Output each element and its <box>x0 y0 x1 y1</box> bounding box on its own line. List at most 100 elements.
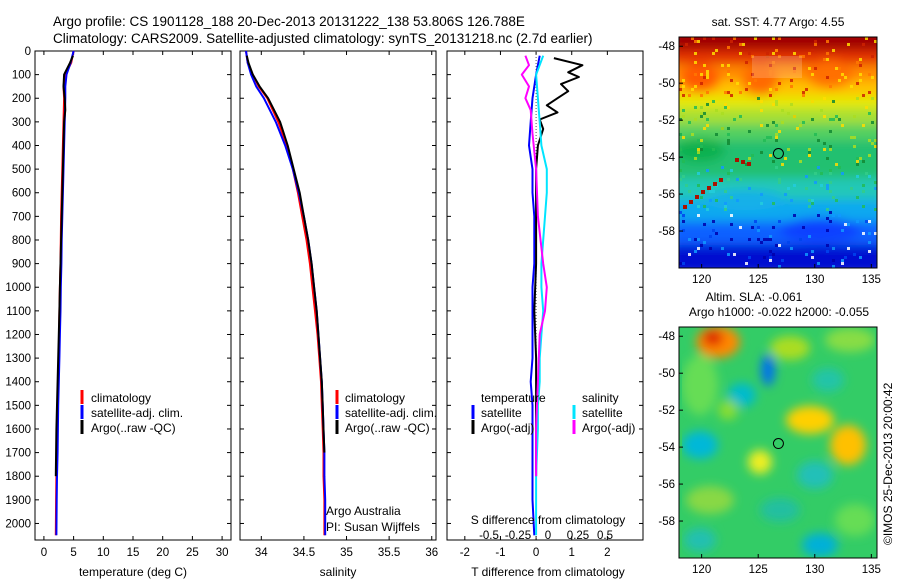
legend-satellite: satellite-adj. clim. <box>345 406 437 420</box>
map-y-tick-label: -58 <box>658 516 675 528</box>
difference-legend: temperature salinity satellite Argo(-adj… <box>471 391 635 435</box>
sst-pixel <box>682 115 685 118</box>
sst-pixel <box>826 208 829 211</box>
sst-pixel <box>781 259 784 262</box>
sst-pixel <box>784 193 787 196</box>
map-y-tick-label: -58 <box>658 226 675 238</box>
sst-pixel <box>817 262 820 265</box>
sst-pixel <box>694 52 697 55</box>
y-tick-label: 1100 <box>6 306 31 318</box>
sst-pixel <box>856 61 859 64</box>
sst-pixel <box>721 112 724 115</box>
sst-pixel <box>853 115 856 118</box>
map-x-tick-label: 135 <box>862 274 881 286</box>
sst-pixel <box>841 229 844 232</box>
sst-pixel <box>703 223 706 226</box>
sst-pixel <box>841 76 844 79</box>
sst-pixel <box>808 199 811 202</box>
sst-pixel <box>829 118 832 121</box>
legend-climatology: climatology <box>345 391 405 405</box>
x-tick-label: 15 <box>127 547 140 559</box>
map-y-tick-label: -56 <box>658 189 675 201</box>
sst-pixel <box>697 184 700 187</box>
sst-pixel <box>778 55 781 58</box>
sst-cloud-patch <box>752 56 802 78</box>
sst-pixel <box>691 37 694 40</box>
sst-pixel <box>856 97 859 100</box>
sst-pixel <box>829 85 832 88</box>
sst-map: sat. SST: 4.77 Argo: 4.55 <box>658 15 881 286</box>
sst-pixel <box>862 190 865 193</box>
sst-pixel <box>715 49 718 52</box>
y-tick-label: 1600 <box>5 424 31 436</box>
sst-pixel <box>790 247 793 250</box>
sst-pixel <box>862 205 865 208</box>
sst-pixel <box>862 160 865 163</box>
sst-pixel <box>799 124 802 127</box>
sst-map-title: sat. SST: 4.77 Argo: 4.55 <box>712 15 845 29</box>
y-tick-label: 600 <box>12 188 31 200</box>
sst-pixel <box>874 145 877 148</box>
sst-pixel <box>772 52 775 55</box>
sst-pixel <box>793 184 796 187</box>
sst-pixel <box>688 121 691 124</box>
sst-pixel <box>772 103 775 106</box>
sst-pixel <box>760 202 763 205</box>
sst-pixel <box>712 100 715 103</box>
s-tick-label: 0.5 <box>597 530 613 542</box>
sst-pixel <box>787 148 790 151</box>
y-tick-label: 400 <box>12 140 31 152</box>
sst-pixel <box>736 199 739 202</box>
x-tick-label: 25 <box>186 547 199 559</box>
sst-pixel <box>793 67 796 70</box>
sst-pixel <box>706 124 709 127</box>
sst-pixel <box>715 199 718 202</box>
sst-pixel <box>709 235 712 238</box>
sst-pixel <box>817 214 820 217</box>
map-y-tick-label: -52 <box>658 405 675 417</box>
sst-pixel <box>856 82 859 85</box>
sst-pixel <box>772 61 775 64</box>
y-tick-label: 700 <box>12 211 31 223</box>
y-tick-label: 100 <box>12 70 31 82</box>
sst-pixel <box>853 253 856 256</box>
sst-pixel <box>841 73 844 76</box>
x-tick-label: 34 <box>255 547 268 559</box>
sst-pixel <box>766 55 769 58</box>
sst-pixel <box>715 133 718 136</box>
sst-pixel <box>832 247 835 250</box>
sst-pixel <box>829 220 832 223</box>
sst-pixel <box>700 115 703 118</box>
sst-pixel <box>808 151 811 154</box>
sst-pixel <box>790 79 793 82</box>
y-tick-label: 1300 <box>5 353 31 365</box>
sst-pixel <box>808 154 811 157</box>
sst-pixel <box>682 85 685 88</box>
sla-map-title: Altim. SLA: -0.061 <box>706 290 803 304</box>
legend-satellite: satellite-adj. clim. <box>91 406 183 420</box>
sst-pixel <box>706 73 709 76</box>
sst-pixel <box>829 130 832 133</box>
sst-pixel <box>679 262 682 265</box>
sst-pixel <box>697 172 700 175</box>
sst-pixel <box>850 136 853 139</box>
sst-pixel <box>841 259 844 262</box>
sst-pixel <box>856 175 859 178</box>
sst-pixel <box>724 190 727 193</box>
sst-pixel <box>871 97 874 100</box>
sst-pixel <box>829 148 832 151</box>
title-line-2: Climatology: CARS2009. Satellite-adjuste… <box>53 31 593 46</box>
sst-pixel <box>730 214 733 217</box>
sst-pixel <box>874 139 877 142</box>
sst-pixel <box>688 238 691 241</box>
sla-map-subtitle: Argo h1000: -0.022 h2000: -0.055 <box>689 305 869 319</box>
sst-pixel <box>775 88 778 91</box>
sst-pixel <box>712 220 715 223</box>
sst-pixel <box>862 94 865 97</box>
sst-pixel <box>682 160 685 163</box>
sst-pixel <box>682 217 685 220</box>
sst-pixel <box>739 43 742 46</box>
sst-pixel <box>868 232 871 235</box>
sst-pixel <box>694 73 697 76</box>
x-tick-label: 2 <box>604 547 610 559</box>
